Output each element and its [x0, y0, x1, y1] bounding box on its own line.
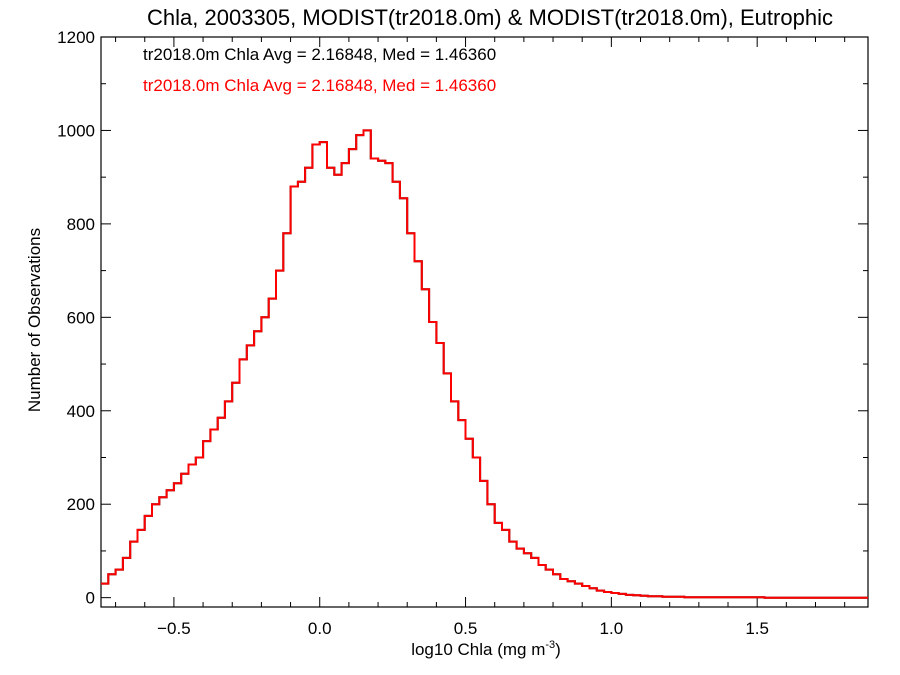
x-axis-label-close: ) — [555, 640, 561, 659]
legend-entry-red: tr2018.0m Chla Avg = 2.16848, Med = 1.46… — [143, 76, 496, 95]
y-axis-label: Number of Observations — [25, 228, 44, 412]
x-axis-label: log10 Chla (mg m-3) — [411, 639, 561, 659]
y-axis: 0 200 400 600 800 1000 1200 — [57, 28, 868, 608]
x-tick-label: −0.5 — [157, 619, 191, 638]
plot-border — [100, 36, 869, 608]
y-tick-label: 200 — [67, 495, 95, 514]
x-axis: −0.5 0.0 0.5 1.0 1.5 — [115, 37, 846, 638]
y-tick-label: 0 — [86, 589, 95, 608]
x-axis-label-text: log10 Chla (mg m — [411, 640, 545, 659]
y-tick-label: 1000 — [57, 121, 95, 140]
y-tick-label: 600 — [67, 308, 95, 327]
x-tick-label: 1.0 — [600, 619, 624, 638]
series-line-1 — [101, 129, 868, 599]
y-tick-label: 1200 — [57, 28, 95, 47]
y-tick-label: 400 — [67, 402, 95, 421]
x-tick-label: 1.5 — [745, 619, 769, 638]
y-tick-label: 800 — [67, 215, 95, 234]
x-tick-label: 0.0 — [308, 619, 332, 638]
x-tick-label: 0.5 — [454, 619, 478, 638]
legend-entry-black: tr2018.0m Chla Avg = 2.16848, Med = 1.46… — [143, 45, 496, 64]
series-line-0 — [101, 129, 868, 599]
x-axis-label-superscript: -3 — [545, 639, 555, 651]
series-layer — [101, 129, 868, 599]
plot-area — [100, 36, 869, 608]
chart-title: Chla, 2003305, MODIST(tr2018.0m) & MODIS… — [147, 5, 833, 30]
